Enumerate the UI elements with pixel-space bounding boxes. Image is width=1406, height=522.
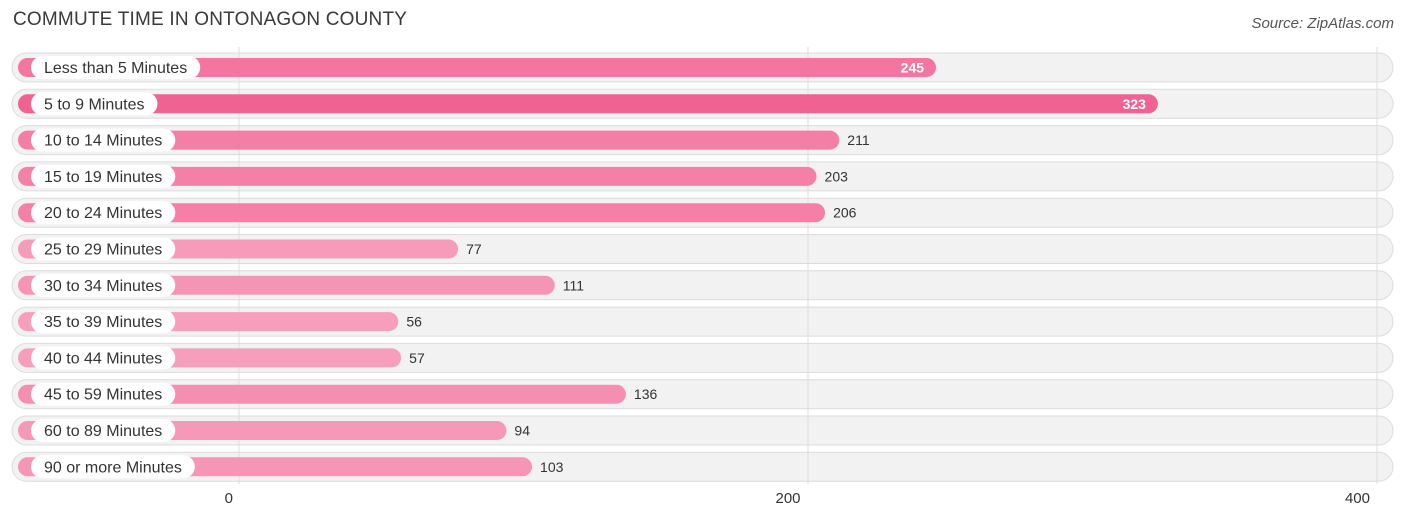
category-label-pill (31, 128, 176, 152)
source-credit: Source: ZipAtlas.com (1251, 15, 1394, 32)
category-label: 30 to 34 Minutes (44, 278, 162, 295)
value-label: 56 (406, 314, 422, 330)
category-label-pill (31, 455, 195, 479)
category-label: 5 to 9 Minutes (44, 96, 145, 113)
value-label: 203 (825, 168, 849, 184)
category-label-pill (31, 92, 158, 116)
value-label: 206 (833, 205, 857, 221)
value-label: 211 (847, 132, 870, 148)
category-label: 35 to 39 Minutes (44, 314, 162, 331)
category-label-pill (31, 164, 176, 188)
category-label: 60 to 89 Minutes (44, 423, 162, 440)
category-label: 10 to 14 Minutes (44, 133, 162, 150)
category-label-pill (31, 346, 176, 370)
category-label-pill (31, 201, 176, 225)
category-label-pill (31, 419, 176, 442)
value-label: 57 (409, 350, 425, 366)
category-label: 45 to 59 Minutes (44, 387, 162, 404)
value-label: 245 (901, 60, 925, 76)
category-label: 90 or more Minutes (44, 459, 182, 476)
bar (18, 166, 817, 186)
bar (18, 130, 840, 150)
value-label: 111 (563, 277, 584, 293)
category-label: 40 to 44 Minutes (44, 350, 162, 367)
category-label-pill (31, 273, 176, 297)
category-label-pill (31, 237, 176, 261)
category-label-pill (31, 56, 201, 79)
value-label: 323 (1123, 96, 1147, 112)
value-label: 136 (634, 386, 658, 402)
x-tick-label: 0 (225, 490, 233, 507)
category-label-pill (31, 310, 176, 334)
value-label: 77 (466, 241, 482, 257)
category-label: 20 to 24 Minutes (44, 205, 162, 222)
bar (18, 94, 1158, 114)
bar (18, 203, 826, 223)
category-label: 15 to 19 Minutes (44, 169, 162, 186)
x-tick-label: 400 (1345, 490, 1370, 507)
value-label: 94 (514, 423, 530, 439)
value-label: 103 (540, 459, 564, 475)
category-label: Less than 5 Minutes (44, 60, 187, 77)
bar (18, 58, 937, 77)
category-label: 25 to 29 Minutes (44, 242, 162, 259)
category-label-pill (31, 382, 176, 406)
chart-title: COMMUTE TIME IN ONTONAGON COUNTY (13, 9, 408, 30)
x-tick-label: 200 (775, 490, 800, 507)
